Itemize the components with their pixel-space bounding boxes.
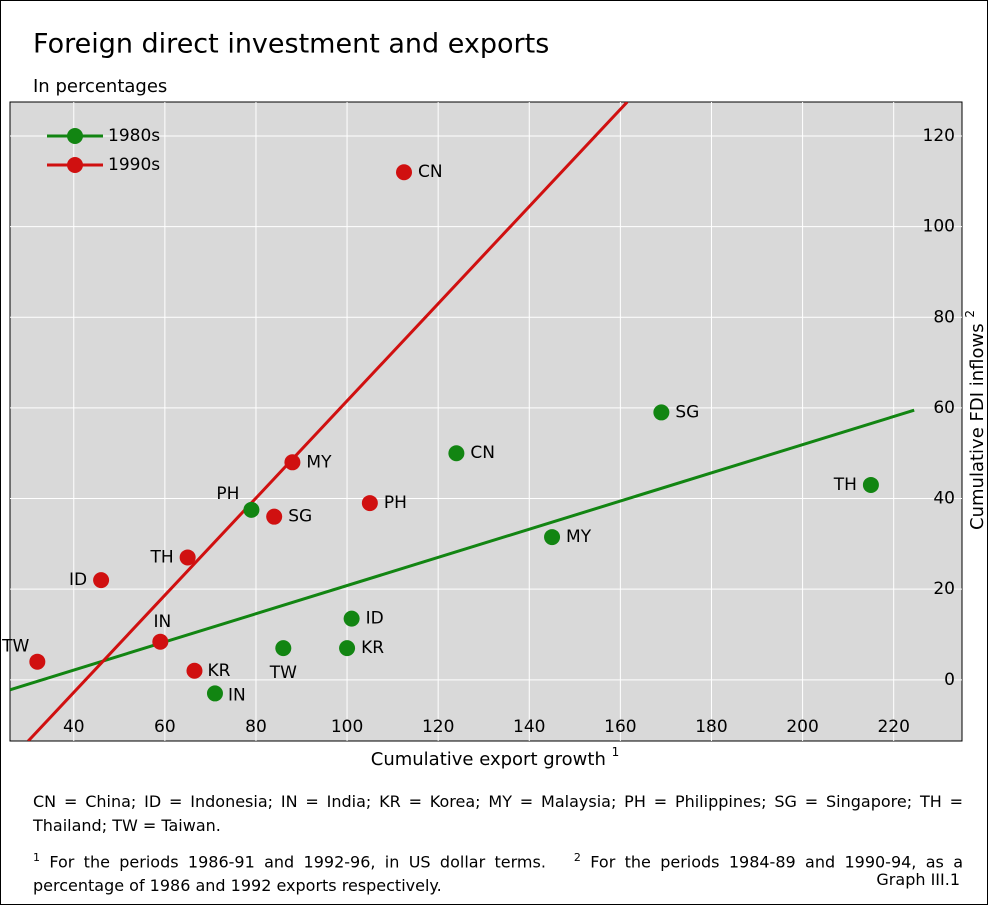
y-tick-label: 100 bbox=[923, 217, 955, 237]
point bbox=[862, 476, 879, 493]
point bbox=[339, 640, 356, 657]
point-label: TH bbox=[149, 547, 173, 567]
point-label: PH bbox=[216, 484, 239, 504]
point bbox=[266, 508, 283, 525]
x-tick-label: 220 bbox=[877, 717, 909, 737]
point-label: IN bbox=[153, 612, 171, 632]
y-axis-label-note: 2 bbox=[963, 310, 977, 318]
x-axis-label: Cumulative export growth 1 bbox=[371, 745, 620, 771]
y-tick-label: 0 bbox=[944, 670, 955, 690]
point bbox=[93, 572, 110, 589]
x-tick-label: 200 bbox=[786, 717, 818, 737]
point-label: CN bbox=[470, 443, 495, 463]
point bbox=[29, 653, 46, 670]
plot-area bbox=[9, 101, 963, 742]
legend-label: 1980s bbox=[108, 126, 160, 146]
point bbox=[361, 495, 378, 512]
point bbox=[343, 610, 360, 627]
point-label: TH bbox=[833, 475, 857, 495]
footnote-mark: 2 bbox=[573, 851, 581, 864]
x-tick-label: 180 bbox=[695, 717, 727, 737]
x-tick-label: 40 bbox=[63, 717, 85, 737]
y-tick-label: 40 bbox=[933, 489, 955, 509]
x-tick-label: 80 bbox=[245, 717, 267, 737]
x-axis-label-note: 1 bbox=[612, 745, 620, 759]
point bbox=[243, 501, 260, 518]
point-label: IN bbox=[228, 685, 246, 705]
point-label: ID bbox=[69, 570, 87, 590]
point-label: CN bbox=[418, 162, 443, 182]
x-tick-label: 160 bbox=[604, 717, 636, 737]
point bbox=[186, 662, 203, 679]
y-tick-label: 120 bbox=[923, 126, 955, 146]
x-tick-label: 60 bbox=[154, 717, 176, 737]
y-axis-label-text: Cumulative FDI inflows bbox=[967, 323, 988, 530]
point-label: KR bbox=[361, 638, 384, 658]
legend-label: 1990s bbox=[108, 155, 160, 175]
y-axis-label: Cumulative FDI inflows 2 bbox=[963, 310, 988, 530]
trend-line bbox=[27, 102, 629, 741]
chart-subtitle: In percentages bbox=[33, 76, 167, 97]
point-label: SG bbox=[675, 402, 699, 422]
footnotes: 1 For the periods 1986-91 and 1992-96, i… bbox=[33, 846, 963, 898]
footnote-mark: 1 bbox=[33, 851, 40, 864]
point bbox=[275, 640, 292, 657]
x-axis-label-text: Cumulative export growth bbox=[371, 749, 606, 770]
point-label: KR bbox=[207, 661, 230, 681]
footnote-abbrev: CN = China; ID = Indonesia; IN = India; … bbox=[33, 792, 963, 835]
point-label: SG bbox=[288, 507, 312, 527]
x-tick-label: 140 bbox=[513, 717, 545, 737]
legend-marker bbox=[67, 157, 83, 173]
y-tick-label: 80 bbox=[933, 307, 955, 327]
point bbox=[179, 549, 196, 566]
y-tick-label: 60 bbox=[933, 398, 955, 418]
y-tick-label: 20 bbox=[933, 579, 955, 599]
x-tick-label: 100 bbox=[331, 717, 363, 737]
source: Graph III.1 bbox=[876, 870, 960, 889]
footnote-text: For the periods 1984-89 and 1990-94, as … bbox=[33, 852, 964, 896]
point bbox=[448, 445, 465, 462]
x-tick-label: 120 bbox=[422, 717, 454, 737]
point-label: TW bbox=[269, 663, 297, 683]
point bbox=[284, 454, 301, 471]
point bbox=[152, 633, 169, 650]
point bbox=[544, 529, 561, 546]
point bbox=[653, 404, 670, 421]
footnote-text: For the periods 1986-91 and 1992-96, in … bbox=[49, 852, 546, 872]
point bbox=[396, 164, 413, 181]
point bbox=[206, 685, 223, 702]
legend-marker bbox=[67, 128, 83, 144]
point-label: PH bbox=[384, 493, 407, 513]
chart-title: Foreign direct investment and exports bbox=[33, 29, 549, 60]
point-label: MY bbox=[566, 527, 592, 547]
point-label: TW bbox=[1, 637, 29, 657]
point-label: ID bbox=[366, 609, 384, 629]
point-label: MY bbox=[306, 452, 332, 472]
